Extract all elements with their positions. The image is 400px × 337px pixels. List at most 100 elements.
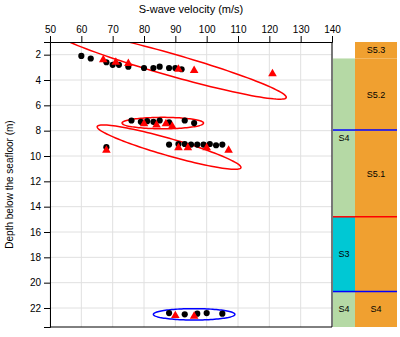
- x-tick-mark: [81, 36, 82, 42]
- y-tick-label: 14: [30, 201, 42, 212]
- y-tick-mark: [44, 105, 50, 106]
- grid-line-y: [50, 181, 332, 182]
- triangle-point: [99, 55, 108, 62]
- triangle-point: [124, 59, 133, 66]
- axis-line: [51, 36, 333, 43]
- y-tick: 22: [30, 303, 50, 314]
- x-tick: 70: [108, 24, 120, 42]
- circle-point: [78, 53, 84, 59]
- y-tick-label: 12: [30, 176, 42, 187]
- grid: [50, 42, 332, 327]
- x-tick-mark: [207, 36, 208, 42]
- y-tick-mark: [44, 181, 50, 182]
- y-tick-label: 10: [30, 151, 42, 162]
- boundary-line: [355, 129, 397, 131]
- y-axis: 246810121416182022: [30, 43, 51, 328]
- y-tick: 12: [30, 176, 50, 187]
- grid-line-x: [81, 42, 82, 327]
- triangle-point: [224, 145, 233, 152]
- grid-line-x: [300, 42, 301, 327]
- boundary-line: [333, 129, 355, 131]
- x-tick: 110: [231, 24, 247, 42]
- x-tick-label: 100: [199, 24, 216, 35]
- ellipse: [122, 117, 203, 128]
- y-tick: 4: [35, 75, 50, 86]
- sidebar-label: S4: [338, 304, 349, 314]
- x-tick-label: 110: [231, 24, 247, 35]
- triangle-point: [162, 119, 171, 126]
- triangle-point: [190, 311, 199, 318]
- x-tick: 80: [139, 24, 151, 42]
- y-tick-label: 4: [35, 75, 41, 86]
- x-tick-label: 130: [293, 24, 310, 35]
- sidebar-band: [355, 217, 397, 292]
- x-tick-mark: [301, 36, 302, 42]
- y-tick-mark: [44, 156, 50, 157]
- sidebar-label: S4: [370, 304, 381, 314]
- triangle-point: [140, 119, 149, 126]
- y-tick-mark: [44, 308, 50, 309]
- circle-point: [182, 311, 188, 317]
- circle-point: [219, 311, 225, 317]
- circle-point: [166, 142, 172, 148]
- x-tick-label: 50: [45, 24, 57, 35]
- grid-line-y: [50, 156, 332, 157]
- x-tick-mark: [332, 36, 333, 42]
- x-tick: 120: [261, 24, 278, 42]
- y-tick-label: 8: [35, 125, 41, 136]
- x-tick-mark: [50, 36, 51, 42]
- grid-line-y: [50, 80, 332, 81]
- y-tick-mark: [44, 80, 50, 81]
- x-tick-label: 90: [170, 24, 182, 35]
- sidebar-band: [333, 58, 355, 216]
- axis-line: [44, 43, 51, 328]
- ellipse: [97, 125, 241, 169]
- y-tick: 14: [30, 201, 50, 212]
- x-tick: 60: [76, 24, 88, 42]
- grid-line-y: [50, 232, 332, 233]
- circle-point: [191, 120, 197, 126]
- x-axis-title: S-wave velocity (m/s): [139, 3, 244, 15]
- grid-line-y: [50, 282, 332, 283]
- boundary-line: [355, 216, 397, 218]
- y-tick-mark: [44, 283, 50, 284]
- grid-line-x: [206, 42, 207, 327]
- y-axis-title: Depth below the seafloor (m): [4, 120, 15, 248]
- y-tick: 10: [30, 151, 50, 162]
- y-tick-label: 22: [30, 303, 42, 314]
- x-tick-label: 140: [324, 24, 341, 35]
- sidebar-label: S3: [338, 249, 349, 259]
- x-tick-mark: [144, 36, 145, 42]
- ellipse: [153, 309, 234, 320]
- sidebar-band: [333, 217, 355, 292]
- triangle-point: [174, 64, 183, 71]
- grid-line-x: [238, 42, 239, 327]
- sidebar-label: S5.2: [367, 90, 386, 100]
- y-tick: 8: [35, 125, 50, 136]
- x-tick-mark: [113, 36, 114, 42]
- triangle-point: [171, 311, 180, 318]
- circle-point: [182, 117, 188, 123]
- circle-point: [166, 65, 172, 71]
- y-tick: 18: [30, 252, 50, 263]
- triangle-point: [102, 145, 111, 152]
- grid-line-x: [144, 42, 145, 327]
- y-tick-label: 18: [30, 252, 42, 263]
- circle-point: [88, 55, 94, 61]
- y-tick-label: 16: [30, 227, 42, 238]
- circle-point: [213, 142, 219, 148]
- sidebar-label: S5.3: [367, 45, 386, 55]
- sidebar-label: S4: [338, 133, 349, 143]
- triangle-point: [112, 57, 121, 64]
- circle-point: [194, 142, 200, 148]
- y-tick: 16: [30, 227, 50, 238]
- circle-point: [141, 65, 147, 71]
- sidebar-band: [355, 292, 397, 327]
- grid-line-y: [50, 130, 332, 131]
- frame: [332, 42, 333, 327]
- y-tick-label: 20: [30, 277, 42, 288]
- x-tick-label: 60: [76, 24, 88, 35]
- x-axis: 50 60 70 80 90 100 110 120 130 140: [45, 24, 341, 43]
- circle-point: [219, 142, 225, 148]
- y-tick-label: 2: [35, 49, 41, 60]
